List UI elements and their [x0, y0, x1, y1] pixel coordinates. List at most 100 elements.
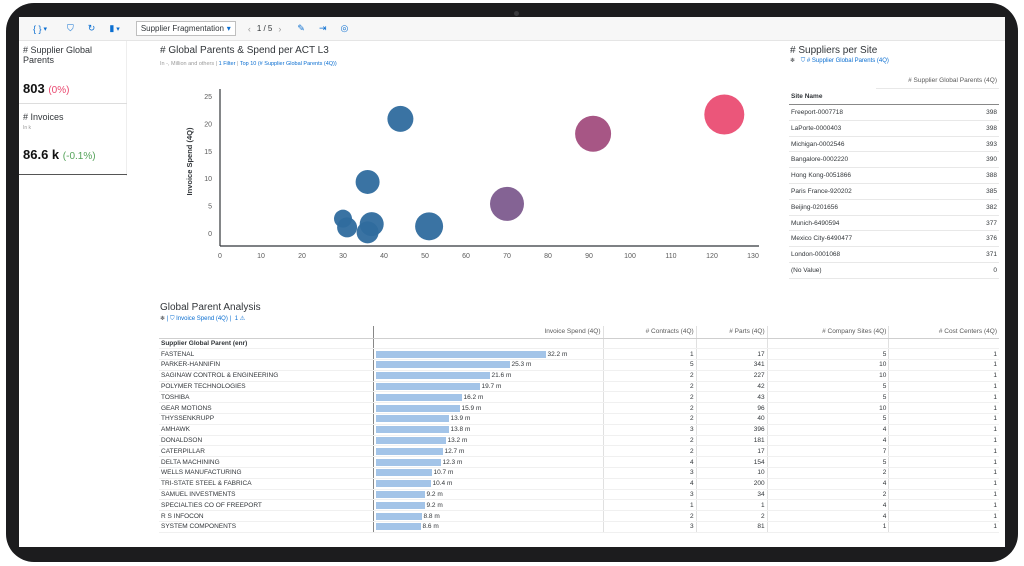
filter-button[interactable]: ⛉ [67, 23, 74, 34]
filter-icon: ⛉ [67, 23, 74, 33]
table-row[interactable]: Michigan-0002546 393 [789, 136, 999, 153]
spend-bar[interactable] [375, 361, 510, 369]
y-tick-label: 20 [204, 121, 212, 128]
code-menu-button[interactable]: { } ▾ [33, 24, 47, 34]
supplier-name-cell: SYSTEM COMPONENTS [159, 521, 374, 533]
column-header[interactable]: Invoice Spend (4Q) [373, 326, 603, 339]
column-header[interactable]: # Supplier Global Parents (4Q) [875, 73, 999, 90]
bubble-point[interactable] [575, 115, 612, 152]
table-row[interactable]: DONALDSON 13.2 m 2 181 4 1 [159, 435, 999, 447]
table-row[interactable]: GEAR MOTIONS 15.9 m 2 96 10 1 [159, 402, 999, 415]
spend-bar[interactable] [375, 447, 443, 455]
spend-bar-cell: 12.3 m [373, 456, 603, 469]
pin-button[interactable]: ✎ [297, 23, 305, 34]
spend-bar[interactable] [375, 415, 449, 423]
spend-bar[interactable] [375, 490, 425, 498]
bubble-point[interactable] [490, 186, 524, 221]
site-value-cell: 388 [875, 167, 999, 185]
next-page-button[interactable]: › [278, 23, 282, 34]
bubble-point[interactable] [355, 169, 380, 194]
spend-bar[interactable] [375, 372, 490, 380]
table-row[interactable]: PARKER-HANNIFIN 25.3 m 5 341 10 1 [159, 359, 999, 371]
bubble-point[interactable] [387, 105, 414, 132]
table-row[interactable]: AMHAWK 13.8 m 3 396 4 1 [159, 424, 999, 436]
spend-bar[interactable] [375, 350, 546, 358]
camera [514, 11, 519, 16]
spend-bar[interactable] [375, 523, 421, 531]
bubble-point[interactable] [415, 212, 444, 241]
bookmark-button[interactable]: ▮ ▾ [109, 23, 119, 34]
spend-bar-label: 12.3 m [442, 458, 463, 466]
spend-bar[interactable] [375, 501, 425, 509]
bubble-point[interactable] [337, 217, 358, 238]
spend-bar-label: 16.2 m [463, 393, 484, 401]
column-header[interactable]: # Cost Centers (4Q) [888, 326, 999, 339]
table-row[interactable]: Munich-6490594 377 [789, 215, 999, 232]
x-tick-label: 100 [624, 253, 636, 260]
table-row[interactable]: CATERPILLAR 12.7 m 2 17 7 1 [159, 445, 999, 458]
table-row[interactable]: Freeport-0007718 398 [789, 104, 999, 121]
parts-cell: 40 [695, 413, 768, 425]
filter-icon: ⛉ [169, 316, 175, 322]
parts-cell: 341 [695, 359, 768, 371]
spend-bar[interactable] [375, 480, 431, 488]
bubble-point[interactable] [356, 221, 379, 244]
explore-button[interactable]: ◎ [340, 23, 348, 34]
table-row[interactable]: SYSTEM COMPONENTS 8.6 m 3 81 1 1 [159, 521, 999, 533]
table-row[interactable]: DELTA MACHINING 12.3 m 4 154 5 1 [159, 456, 999, 469]
prev-page-button[interactable]: ‹ [247, 23, 251, 34]
table-row[interactable]: Bangalore-0002220 390 [789, 151, 999, 169]
table-row[interactable]: SAMUEL INVESTMENTS 9.2 m 3 34 2 1 [159, 489, 999, 501]
cost-centers-cell: 1 [888, 489, 999, 501]
table-row[interactable]: POLYMER TECHNOLOGIES 19.7 m 2 42 5 1 [159, 381, 999, 393]
table-row[interactable]: Paris France-920202 385 [789, 183, 999, 200]
site-name-cell: Bangalore-0002220 [789, 151, 876, 169]
spend-bar-label: 32.2 m [547, 350, 568, 358]
supplier-name-cell: SAMUEL INVESTMENTS [159, 489, 374, 501]
table-row[interactable]: SAGINAW CONTROL & ENGINEERING 21.6 m 2 227 1… [159, 370, 999, 382]
refresh-button[interactable]: ↻ [88, 23, 96, 34]
table-row[interactable]: LaPorte-0000403 398 [789, 120, 999, 137]
sites-filter-token[interactable]: # Supplier Global Parents (4Q) [806, 58, 889, 64]
gpa-filter-token[interactable]: Invoice Spend (4Q) [176, 316, 228, 322]
refresh-icon: ↻ [87, 23, 96, 33]
spend-bar[interactable] [375, 512, 422, 520]
column-header[interactable]: # Company Sites (4Q) [766, 326, 889, 339]
table-row[interactable]: THYSSENKRUPP 13.9 m 2 40 5 1 [159, 413, 999, 425]
cost-centers-cell: 1 [888, 456, 999, 469]
table-row[interactable]: TOSHIBA 16.2 m 2 43 5 1 [159, 391, 999, 404]
spend-bar[interactable] [375, 426, 449, 434]
table-header-row: Site Name [789, 88, 999, 106]
spend-bar[interactable] [375, 382, 480, 390]
spend-bar[interactable] [375, 404, 460, 412]
table-row[interactable]: FASTENAL 32.2 m 1 17 5 1 [159, 348, 999, 361]
table-row[interactable]: Hong Kong-0051866 388 [789, 167, 999, 185]
bubble-point[interactable] [704, 94, 745, 135]
site-value-cell: 376 [875, 230, 999, 248]
top-filter-link[interactable]: Top 10 (# Supplier Global Parents (4Q)) [239, 61, 337, 67]
row-header[interactable]: Site Name [789, 88, 876, 106]
table-row[interactable]: (No Value) 0 [789, 262, 999, 279]
x-tick-label: 70 [503, 253, 511, 260]
gpa-filter-count[interactable]: 1 [234, 316, 239, 322]
export-button[interactable]: ⇥ [319, 23, 327, 34]
table-row[interactable]: TRI-STATE STEEL & FABRICA 10.4 m 4 200 4 1 [159, 478, 999, 490]
spend-bar[interactable] [375, 458, 441, 466]
spend-bar[interactable] [375, 469, 432, 477]
column-header[interactable]: # Parts (4Q) [695, 326, 768, 339]
contracts-cell: 1 [602, 499, 697, 512]
table-row[interactable]: Beijing-0201656 382 [789, 199, 999, 216]
spend-bar[interactable] [375, 393, 462, 401]
table-row[interactable]: WELLS MANUFACTURING 10.7 m 3 10 2 1 [159, 467, 999, 479]
table-row[interactable]: London-0001068 371 [789, 246, 999, 264]
row-header[interactable]: Supplier Global Parent (enr) [159, 338, 374, 350]
table-row[interactable]: Mexico City-6490477 376 [789, 230, 999, 248]
spend-bar[interactable] [375, 436, 446, 444]
story-selector[interactable]: Supplier Fragmentation ▾ [135, 21, 236, 36]
column-header[interactable]: # Contracts (4Q) [602, 326, 697, 339]
contracts-cell: 2 [602, 381, 697, 393]
x-tick-label: 120 [706, 253, 718, 260]
filter-count-link[interactable]: 1 Filter [218, 61, 236, 67]
